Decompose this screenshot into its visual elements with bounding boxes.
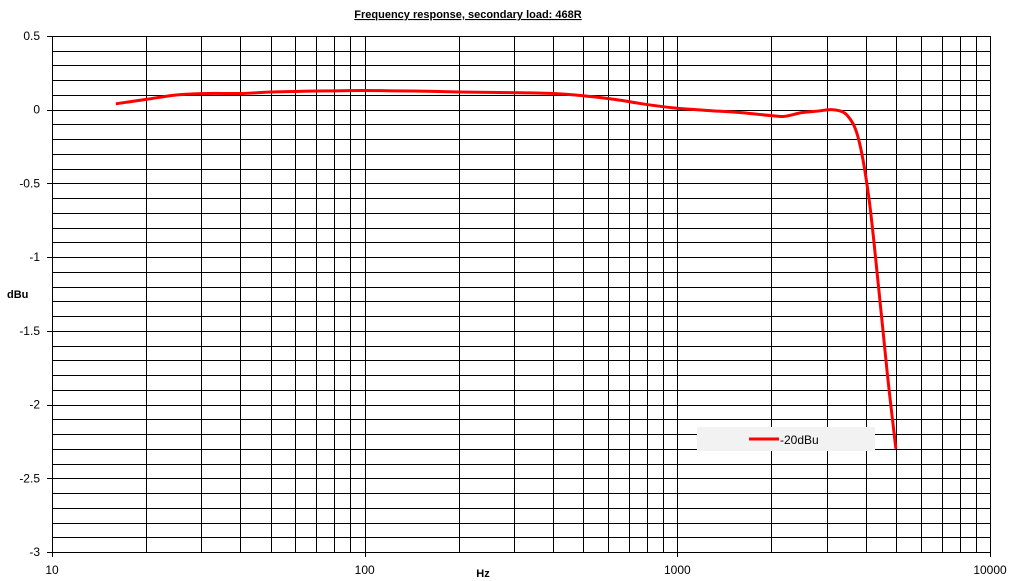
x-tick-label: 100	[355, 563, 375, 577]
y-axis-label: dBu	[7, 289, 28, 301]
y-tick-label: -3	[29, 545, 40, 559]
y-tick-label: -2	[29, 398, 40, 412]
y-tick-label: -2.5	[19, 471, 40, 485]
series-line	[115, 89, 898, 449]
y-tick-label: -1.5	[19, 324, 40, 338]
series-group	[115, 89, 898, 449]
legend-label: -20dBu	[780, 433, 819, 447]
y-tick-label: -1	[29, 250, 40, 264]
grid	[47, 36, 991, 557]
legend: -20dBu	[697, 427, 875, 451]
legend-box	[697, 427, 875, 451]
x-tick-label: 10	[45, 563, 59, 577]
x-tick-label: 1000	[664, 563, 691, 577]
tick-labels: 0.5 0 -0.5 -1 -1.5 -2 -2.5 -3 10 100 1000 10000	[19, 29, 1007, 577]
chart-title: Frequency response, secondary load: 468R	[354, 9, 581, 21]
y-tick-label: 0	[33, 103, 40, 117]
y-tick-label: 0.5	[23, 29, 40, 43]
x-axis-label: Hz	[476, 568, 490, 580]
plot-frame	[52, 36, 991, 553]
x-tick-label: 10000	[973, 563, 1007, 577]
y-tick-label: -0.5	[19, 176, 40, 190]
